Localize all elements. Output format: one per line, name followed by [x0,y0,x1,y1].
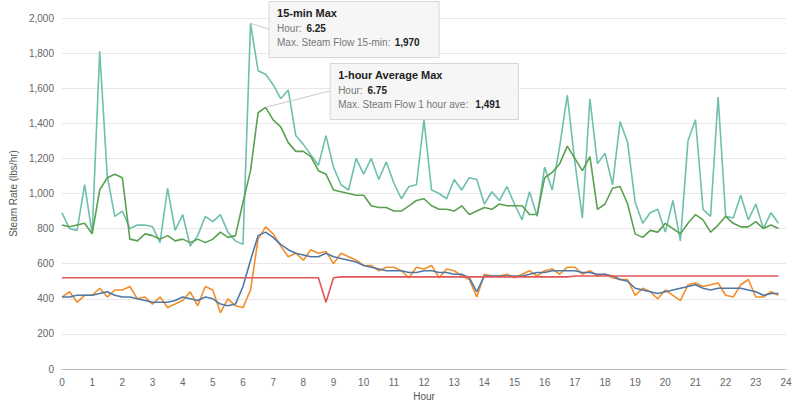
svg-text:8: 8 [301,377,307,388]
svg-text:21: 21 [690,377,702,388]
svg-text:2,000: 2,000 [29,13,54,24]
svg-text:1,200: 1,200 [29,153,54,164]
svg-text:0: 0 [48,364,54,375]
svg-text:14: 14 [479,377,491,388]
svg-text:200: 200 [37,328,54,339]
svg-text:1,000: 1,000 [29,188,54,199]
svg-text:24: 24 [780,377,792,388]
svg-text:6: 6 [240,377,246,388]
svg-text:3: 3 [150,377,156,388]
svg-text:600: 600 [37,258,54,269]
svg-text:20: 20 [660,377,672,388]
svg-text:Max. Steam Flow 1 hour ave:: Max. Steam Flow 1 hour ave: [338,99,471,110]
svg-text:22: 22 [720,377,732,388]
svg-text:Hour: Hour [413,391,435,402]
svg-text:9: 9 [331,377,337,388]
svg-text:16: 16 [539,377,551,388]
svg-text:4: 4 [180,377,186,388]
svg-text:Max. Steam Flow 15-min:: Max. Steam Flow 15-min: [277,37,393,48]
svg-text:2: 2 [120,377,126,388]
svg-text:15: 15 [509,377,521,388]
svg-text:18: 18 [599,377,611,388]
svg-text:1-hour Average Max: 1-hour Average Max [338,69,443,81]
svg-text:1,800: 1,800 [29,48,54,59]
svg-text:400: 400 [37,293,54,304]
svg-text:1,491: 1,491 [475,99,500,110]
svg-text:Steam Rate (lbs/hr): Steam Rate (lbs/hr) [8,150,19,237]
svg-text:1,400: 1,400 [29,118,54,129]
svg-text:6.75: 6.75 [368,85,388,96]
svg-text:1,970: 1,970 [395,37,420,48]
svg-text:Hour:: Hour: [338,85,365,96]
svg-text:12: 12 [418,377,430,388]
svg-text:6.25: 6.25 [306,23,326,34]
svg-text:1,600: 1,600 [29,83,54,94]
svg-text:15-min Max: 15-min Max [277,7,338,19]
svg-text:800: 800 [37,223,54,234]
svg-text:19: 19 [630,377,642,388]
svg-text:23: 23 [750,377,762,388]
svg-text:5: 5 [210,377,216,388]
svg-text:17: 17 [569,377,581,388]
svg-text:10: 10 [358,377,370,388]
svg-text:Hour:: Hour: [277,23,304,34]
svg-text:7: 7 [270,377,276,388]
svg-text:0: 0 [59,377,65,388]
svg-text:1: 1 [89,377,95,388]
svg-text:13: 13 [449,377,461,388]
svg-text:11: 11 [389,377,400,388]
